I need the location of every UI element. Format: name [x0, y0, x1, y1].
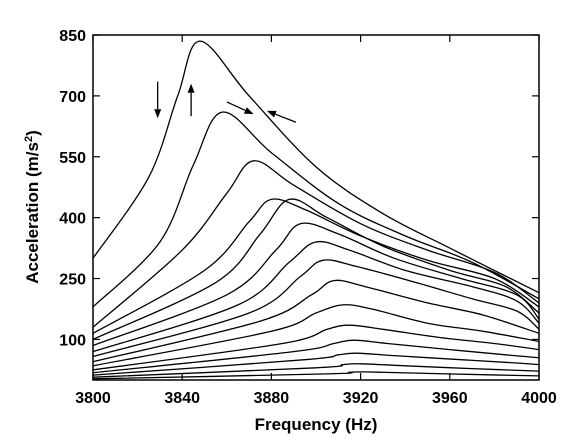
arrow-annotation-up	[187, 83, 195, 117]
y-tick-label: 400	[59, 211, 86, 228]
response-curve-4	[92, 198, 540, 334]
response-curve-2	[92, 111, 540, 308]
y-axis-label-superscript: 2	[23, 136, 35, 142]
ticks-group	[92, 34, 540, 380]
y-tick-label: 250	[59, 272, 86, 289]
response-curve-10	[92, 304, 540, 367]
y-axis-label-main: Acceleration (m/s	[23, 142, 42, 284]
curves-group	[92, 40, 540, 380]
x-tick-label: 3960	[432, 390, 468, 407]
response-curve-5	[92, 198, 540, 341]
arrow-annotation-up-left	[266, 110, 297, 123]
response-curve-11	[92, 324, 540, 371]
tick-labels-group: 3800 3840 3880 3920 3960 4000 100 250 400 550 700 8…	[59, 28, 557, 407]
response-curve-6	[92, 222, 540, 347]
response-curve-13	[92, 352, 540, 376]
response-curve-9	[92, 279, 540, 363]
arrow-head	[154, 109, 162, 119]
y-axis-label: Acceleration (m/s2)	[23, 130, 42, 284]
plot-frame	[92, 34, 540, 381]
response-curve-7	[92, 240, 540, 353]
arrow-shaft	[226, 101, 246, 112]
x-tick-label: 3800	[75, 390, 111, 407]
response-curve-15	[92, 371, 540, 380]
response-curve-12	[92, 339, 540, 374]
x-tick-label: 3880	[254, 390, 290, 407]
y-tick-label: 700	[59, 89, 86, 106]
response-curve-3	[92, 160, 540, 328]
x-tick-label: 3840	[164, 390, 200, 407]
y-tick-label: 850	[59, 28, 86, 45]
response-curve-1	[92, 40, 540, 294]
arrow-head	[243, 107, 254, 115]
response-curve-8	[92, 259, 540, 358]
x-tick-label: 3920	[343, 390, 379, 407]
arrows-group	[154, 81, 297, 123]
arrow-annotation-down-right	[226, 101, 254, 115]
x-tick-label: 4000	[521, 390, 557, 407]
arrow-head	[266, 110, 277, 118]
y-axis-label-end: )	[23, 130, 42, 136]
y-tick-label: 100	[59, 332, 86, 349]
response-curve-14	[92, 363, 540, 378]
arrow-shaft	[275, 113, 297, 123]
y-tick-label: 550	[59, 150, 86, 167]
arrow-annotation-down	[154, 81, 162, 119]
x-axis-label: Frequency (Hz)	[255, 415, 378, 434]
arrow-head	[187, 83, 195, 93]
